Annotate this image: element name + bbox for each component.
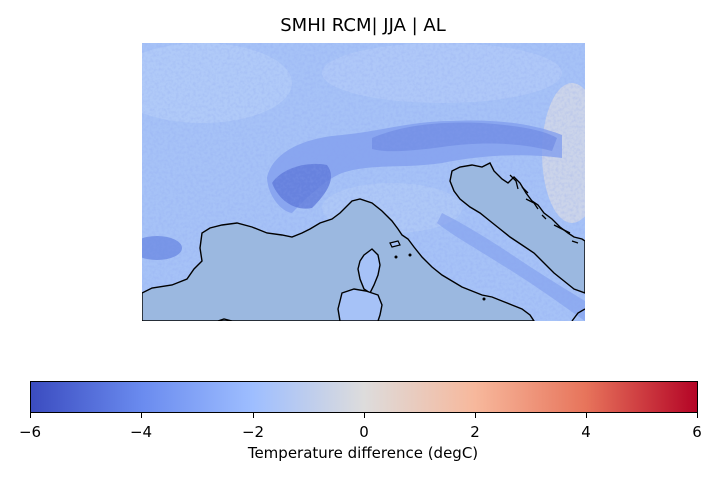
colorbar-tick-label: 0 <box>359 423 369 441</box>
colorbar-tick-label: −4 <box>129 423 153 441</box>
colorbar-tick <box>586 413 587 418</box>
mediterranean-sea <box>142 198 535 321</box>
colorbar-tick-label: 2 <box>470 423 480 441</box>
coast-bottom-right <box>571 308 585 321</box>
colorbar <box>30 381 698 413</box>
elba-island <box>389 240 401 248</box>
small-island <box>394 255 398 259</box>
coast-bottom <box>217 318 233 321</box>
small-island <box>408 253 412 257</box>
colorbar-tick <box>30 413 31 418</box>
colorbar-tick <box>364 413 365 418</box>
colorbar-tick <box>697 413 698 418</box>
colorbar-tick-label: −2 <box>241 423 265 441</box>
colorbar-tick-label: 6 <box>692 423 702 441</box>
sardinia-island <box>337 288 383 321</box>
corsica-island <box>357 248 381 295</box>
croatian-islands <box>509 174 579 244</box>
colorbar-title: Temperature difference (degC) <box>247 444 479 462</box>
colorbar-tick <box>475 413 476 418</box>
colorbar-tick-label: −6 <box>18 423 42 441</box>
colorbar-tick <box>141 413 142 418</box>
small-island <box>482 297 486 301</box>
colorbar-tick-label: 4 <box>581 423 591 441</box>
adriatic-sea <box>449 162 585 294</box>
temperature-map <box>142 43 585 321</box>
colorbar-tick <box>253 413 254 418</box>
map-title: SMHI RCM| JJA | AL <box>280 15 446 36</box>
